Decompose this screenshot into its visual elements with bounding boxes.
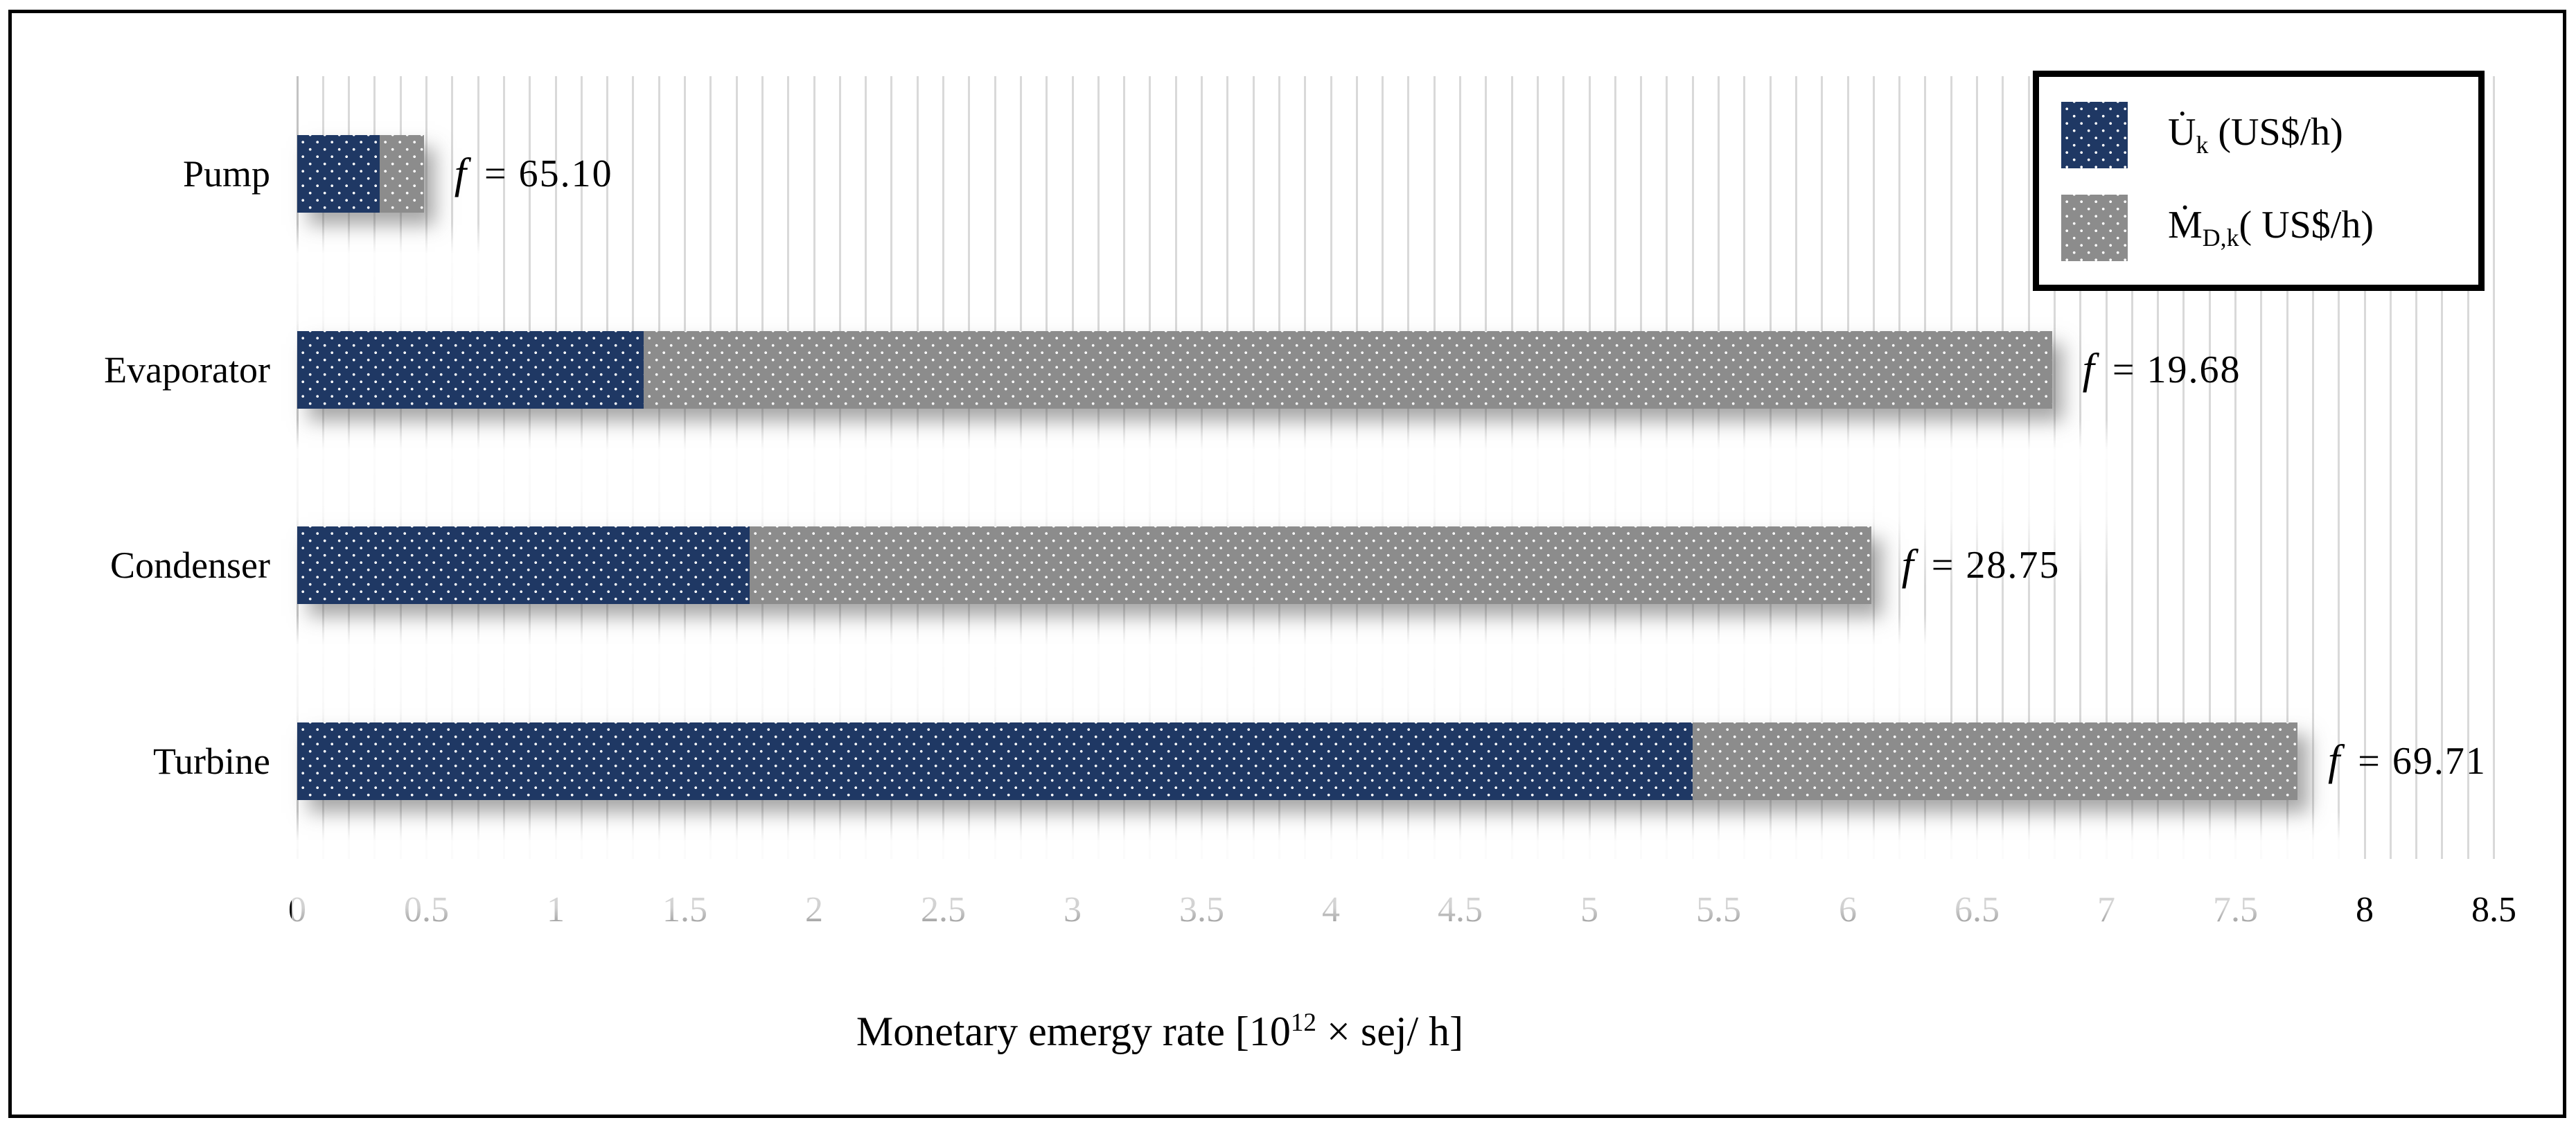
x-tick-label: 5 — [1580, 890, 1598, 930]
bar-segment-evaporator-uk — [297, 330, 644, 409]
x-tick-label: 4.5 — [1438, 890, 1483, 930]
minor-gridline — [2131, 76, 2133, 859]
x-axis-title-exponent: 12 — [1290, 1009, 1317, 1037]
bar-turbine — [297, 722, 2297, 800]
minor-gridline — [2208, 76, 2211, 859]
x-tick-label: 6.5 — [1955, 890, 2000, 930]
f-symbol: f — [454, 150, 466, 197]
x-tick-label: 7.5 — [2213, 890, 2258, 930]
minor-gridline — [2260, 76, 2263, 859]
minor-gridline — [2493, 76, 2495, 859]
legend-label-mdk-subscript: D,k — [2202, 224, 2239, 252]
legend-swatch-mdk — [2061, 195, 2128, 261]
minor-gridline — [2182, 76, 2185, 859]
x-axis-title-post: × sej/ h] — [1316, 1009, 1464, 1054]
legend-label-uk: U̇k (US$/h) — [2168, 110, 2343, 159]
legend-swatch-uk — [2061, 102, 2128, 168]
minor-gridline — [2363, 76, 2366, 859]
x-tick-label: 8.5 — [2471, 890, 2516, 930]
minor-gridline — [2338, 76, 2340, 859]
f-annotation-evaporator: f = 19.68 — [2083, 331, 2241, 409]
legend: U̇k (US$/h) ṀD,k( US$/h) — [2033, 71, 2485, 291]
bar-segment-pump-mdk — [380, 135, 424, 213]
x-tick-label: 7 — [2097, 890, 2115, 930]
x-tick-label: 2.5 — [921, 890, 966, 930]
chart-border — [8, 10, 2566, 1118]
legend-label-mdk-symbol: Ṁ — [2168, 204, 2203, 247]
x-tick-label: 6 — [1839, 890, 1857, 930]
f-symbol: f — [2082, 346, 2094, 393]
minor-gridline — [2467, 76, 2469, 859]
bar-segment-evaporator-mdk — [643, 330, 2052, 409]
legend-label-uk-unit: (US$/h) — [2208, 111, 2343, 154]
f-symbol: f — [2328, 737, 2340, 785]
x-tick-label: 5.5 — [1696, 890, 1741, 930]
x-tick-label: 0 — [288, 890, 306, 930]
minor-gridline — [2415, 76, 2418, 859]
x-tick-label: 4 — [1322, 890, 1340, 930]
x-tick-label: 1.5 — [662, 890, 707, 930]
legend-label-uk-symbol: U̇ — [2168, 111, 2196, 154]
legend-label-uk-subscript: k — [2196, 131, 2209, 159]
f-value: = 28.75 — [1931, 544, 2061, 587]
x-tick-label: 2 — [805, 890, 823, 930]
f-value: = 65.10 — [484, 152, 613, 196]
x-tick-label: 0.5 — [404, 890, 449, 930]
minor-gridline — [2157, 76, 2160, 859]
bar-segment-turbine-mdk — [1693, 722, 2297, 800]
legend-item-mdk: ṀD,k( US$/h) — [2061, 193, 2374, 263]
f-symbol: f — [1901, 541, 1914, 589]
bar-segment-condenser-uk — [297, 526, 750, 605]
bar-segment-pump-uk — [297, 135, 380, 213]
x-axis-title: Monetary emergy rate [1012 × sej/ h] — [856, 1008, 1463, 1056]
f-annotation-condenser: f = 28.75 — [1902, 526, 2061, 604]
f-value: = 69.71 — [2358, 739, 2487, 783]
x-axis-title-pre: Monetary emergy rate [10 — [856, 1009, 1291, 1054]
legend-label-mdk-unit: ( US$/h) — [2239, 204, 2374, 247]
legend-item-uk: U̇k (US$/h) — [2061, 100, 2343, 170]
minor-gridline — [2311, 76, 2314, 859]
f-annotation-pump: f = 65.10 — [455, 135, 613, 213]
f-value: = 19.68 — [2112, 348, 2241, 391]
category-label-evaporator: Evaporator — [104, 348, 270, 391]
category-label-pump: Pump — [182, 153, 270, 195]
bar-segment-condenser-mdk — [749, 526, 1871, 605]
bar-evaporator — [297, 330, 2052, 409]
minor-gridline — [2234, 76, 2237, 859]
bar-condenser — [297, 526, 1871, 605]
bar-segment-turbine-uk — [297, 722, 1693, 800]
bar-pump — [297, 135, 424, 213]
category-label-condenser: Condenser — [110, 544, 270, 587]
x-tick-label: 8 — [2356, 890, 2374, 930]
f-annotation-turbine: f = 69.71 — [2328, 722, 2487, 800]
minor-gridline — [2286, 76, 2288, 859]
x-tick-label: 1 — [547, 890, 565, 930]
minor-gridline — [2441, 76, 2444, 859]
legend-label-mdk: ṀD,k( US$/h) — [2168, 203, 2374, 252]
x-tick-label: 3 — [1064, 890, 1082, 930]
category-label-turbine: Turbine — [152, 740, 270, 782]
minor-gridline — [2389, 76, 2392, 859]
x-tick-label: 3.5 — [1179, 890, 1224, 930]
